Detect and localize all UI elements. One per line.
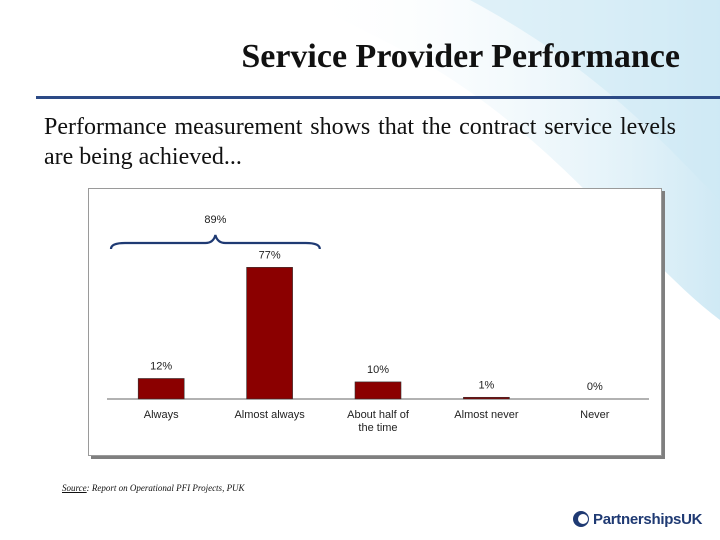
bar-chart-frame: 12% Always 77% Almost always 10% About half o… bbox=[88, 188, 662, 456]
data-label: 10% bbox=[367, 364, 389, 376]
bar bbox=[137, 378, 185, 400]
source-label: Source bbox=[62, 483, 87, 493]
category-label: Always bbox=[144, 409, 179, 421]
category-label: Almost never bbox=[454, 409, 519, 421]
title-divider bbox=[36, 96, 720, 99]
bar bbox=[463, 396, 510, 400]
bar-chart: 12% Always 77% Almost always 10% About half o… bbox=[107, 214, 649, 434]
category-label: About half of the time bbox=[347, 409, 410, 434]
bar bbox=[354, 381, 402, 400]
logo-text: PartnershipsUK bbox=[593, 510, 703, 528]
category-label: Almost always bbox=[234, 409, 305, 421]
slide-subtitle: Performance measurement shows that the c… bbox=[44, 114, 676, 170]
data-label: 12% bbox=[150, 360, 172, 372]
source-note: Source: Report on Operational PFI Projec… bbox=[62, 483, 245, 493]
logo-mark-icon bbox=[573, 511, 589, 527]
data-label: 77% bbox=[259, 249, 281, 261]
bar bbox=[246, 267, 293, 400]
partnerships-uk-logo: PartnershipsUK bbox=[572, 510, 702, 528]
annotation-label: 89% bbox=[204, 214, 226, 226]
data-label: 1% bbox=[478, 379, 494, 391]
source-text: : Report on Operational PFI Projects, PU… bbox=[86, 483, 245, 493]
category-label: Never bbox=[580, 409, 610, 421]
data-label: 0% bbox=[587, 381, 603, 393]
slide-title: Service Provider Performance bbox=[241, 38, 680, 75]
annotation-brace bbox=[109, 234, 321, 250]
